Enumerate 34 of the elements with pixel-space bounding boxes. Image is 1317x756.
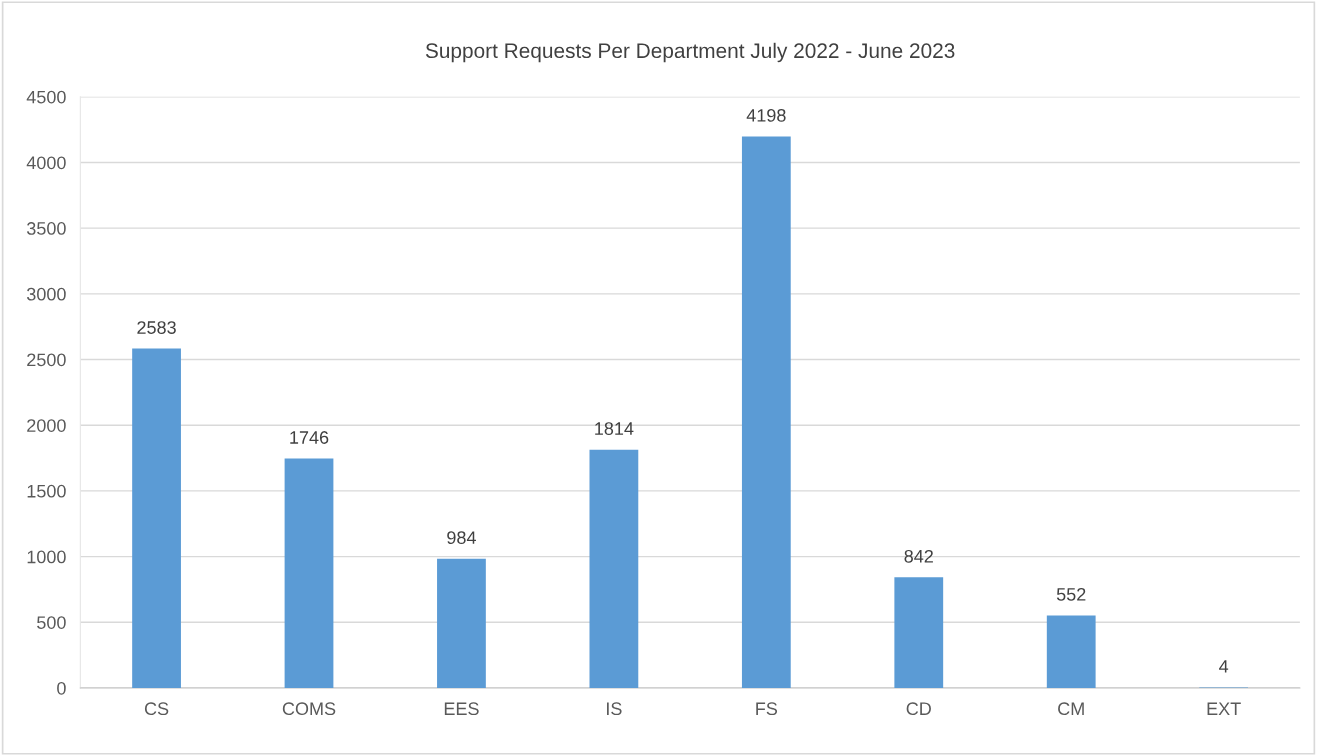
y-tick-label: 1000 [27,550,66,564]
x-tick-label: EXT [1207,702,1241,715]
bar [132,348,181,688]
bar [437,558,486,688]
y-tick-label: 3500 [26,222,66,235]
bar [284,458,334,688]
data-label: 4198 [746,108,786,122]
data-label: 2583 [137,321,176,334]
y-tick-label: 1500 [27,484,66,498]
y-tick-label: 0 [57,681,66,695]
bar [1046,615,1096,688]
x-tick-label: CS [144,702,169,716]
data-label: 984 [447,531,476,545]
x-tick-label: EES [444,702,479,716]
x-tick-label: IS [607,702,622,716]
y-tick-label: 2500 [27,353,66,367]
y-tick-label: 500 [37,616,66,629]
x-tick-label: FS [756,702,778,716]
data-label: 4 [1219,660,1229,673]
bar [589,449,639,688]
bar [741,136,791,688]
y-tick-label: 4500 [26,90,66,104]
data-label: 1746 [290,431,329,444]
data-label: 1814 [595,422,634,435]
y-tick-label: 4000 [26,156,66,170]
bar [894,577,944,688]
y-tick-label: 3000 [26,287,66,301]
y-tick-label: 2000 [27,419,66,432]
x-tick-label: CD [906,702,931,716]
chart-title: Support Requests Per Department July 2022 - June 2023 [425,42,955,63]
x-tick-label: COMS [282,702,336,716]
data-label: 842 [904,549,933,563]
data-label: 552 [1056,587,1086,601]
x-tick-label: CM [1058,702,1084,716]
